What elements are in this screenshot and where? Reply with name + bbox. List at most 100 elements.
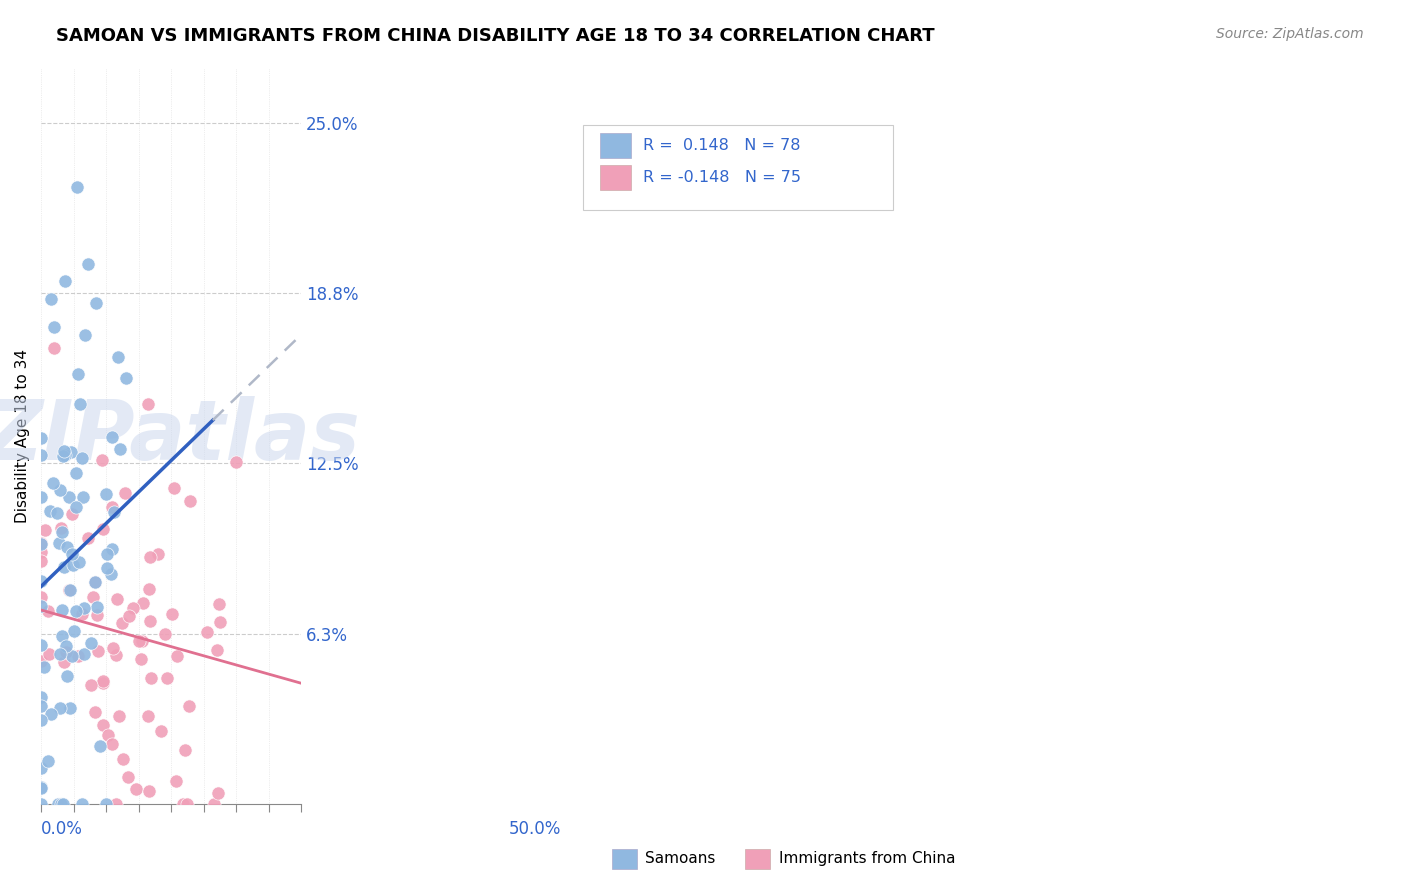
Point bbox=[117, 770, 139, 784]
Point bbox=[42, 319, 65, 334]
Point bbox=[38, 648, 60, 662]
Point bbox=[122, 600, 145, 615]
Point bbox=[60, 508, 83, 522]
Point bbox=[202, 797, 225, 811]
Point bbox=[37, 755, 59, 769]
Text: R =  0.148   N = 78: R = 0.148 N = 78 bbox=[643, 138, 800, 153]
Point bbox=[66, 648, 89, 663]
Point bbox=[136, 397, 159, 411]
Point bbox=[53, 444, 76, 458]
Point bbox=[86, 608, 108, 623]
Point bbox=[107, 350, 129, 364]
Point bbox=[65, 604, 87, 618]
Text: 0.0%: 0.0% bbox=[41, 820, 83, 838]
Point bbox=[91, 718, 114, 732]
Point bbox=[100, 567, 122, 582]
Point bbox=[30, 599, 52, 613]
Point bbox=[62, 547, 84, 561]
Point bbox=[84, 295, 107, 310]
Point bbox=[49, 797, 72, 811]
Point bbox=[91, 676, 114, 690]
Point bbox=[114, 486, 136, 500]
Point bbox=[48, 483, 70, 497]
Point bbox=[80, 678, 103, 692]
Point bbox=[166, 649, 188, 664]
Point bbox=[149, 723, 172, 738]
Point bbox=[32, 660, 55, 674]
Point bbox=[225, 454, 247, 468]
Y-axis label: Disability Age 18 to 34: Disability Age 18 to 34 bbox=[15, 349, 30, 523]
Point bbox=[86, 599, 108, 614]
Point bbox=[72, 797, 94, 811]
Point bbox=[177, 698, 200, 713]
Point bbox=[39, 292, 62, 306]
Point bbox=[115, 371, 138, 385]
Point bbox=[172, 797, 194, 811]
Point bbox=[138, 582, 160, 597]
Point bbox=[77, 257, 100, 271]
Point bbox=[96, 728, 118, 742]
Point bbox=[80, 636, 103, 650]
Point bbox=[89, 739, 111, 753]
Point bbox=[55, 639, 77, 653]
Point bbox=[139, 614, 162, 628]
Point bbox=[30, 690, 52, 704]
Point bbox=[45, 506, 67, 520]
Point bbox=[48, 797, 70, 811]
Point bbox=[129, 652, 152, 666]
Point bbox=[165, 773, 187, 788]
Text: Source: ZipAtlas.com: Source: ZipAtlas.com bbox=[1216, 27, 1364, 41]
Point bbox=[94, 797, 117, 811]
Point bbox=[103, 505, 125, 519]
Point bbox=[176, 797, 198, 811]
Point bbox=[91, 453, 114, 467]
Point bbox=[30, 780, 52, 794]
Point bbox=[30, 545, 52, 559]
Point bbox=[195, 625, 218, 640]
Point bbox=[156, 671, 179, 685]
Point bbox=[82, 590, 104, 604]
Point bbox=[55, 645, 77, 659]
Text: Samoans: Samoans bbox=[645, 852, 716, 866]
Point bbox=[52, 559, 75, 574]
Point bbox=[30, 797, 52, 811]
Point bbox=[59, 583, 82, 598]
Point bbox=[108, 709, 131, 723]
Point bbox=[138, 784, 160, 798]
Point bbox=[51, 629, 73, 643]
Point bbox=[46, 797, 69, 811]
Point bbox=[49, 647, 72, 661]
Point bbox=[52, 797, 75, 811]
Point bbox=[58, 490, 80, 504]
Point bbox=[30, 536, 52, 550]
Point bbox=[84, 574, 107, 589]
Point bbox=[66, 368, 89, 382]
Point bbox=[30, 448, 52, 462]
Point bbox=[72, 490, 94, 504]
Point bbox=[77, 531, 100, 545]
Point bbox=[105, 797, 128, 811]
Text: SAMOAN VS IMMIGRANTS FROM CHINA DISABILITY AGE 18 TO 34 CORRELATION CHART: SAMOAN VS IMMIGRANTS FROM CHINA DISABILI… bbox=[56, 27, 935, 45]
Point bbox=[62, 558, 84, 572]
Point bbox=[73, 327, 96, 342]
Point bbox=[30, 431, 52, 445]
Point bbox=[208, 597, 231, 611]
Point bbox=[72, 647, 94, 661]
Point bbox=[58, 583, 80, 598]
Point bbox=[30, 537, 52, 551]
Point bbox=[56, 669, 79, 683]
Point bbox=[48, 536, 70, 550]
Point bbox=[101, 737, 124, 751]
Text: 50.0%: 50.0% bbox=[509, 820, 561, 838]
Point bbox=[67, 555, 90, 569]
Point bbox=[30, 590, 52, 604]
Point bbox=[65, 466, 87, 480]
Point bbox=[101, 541, 124, 556]
Point bbox=[37, 604, 59, 618]
Point bbox=[39, 503, 62, 517]
Point bbox=[153, 627, 176, 641]
Point bbox=[51, 603, 73, 617]
Point bbox=[128, 634, 150, 648]
Point bbox=[30, 699, 52, 714]
Point bbox=[207, 786, 229, 800]
